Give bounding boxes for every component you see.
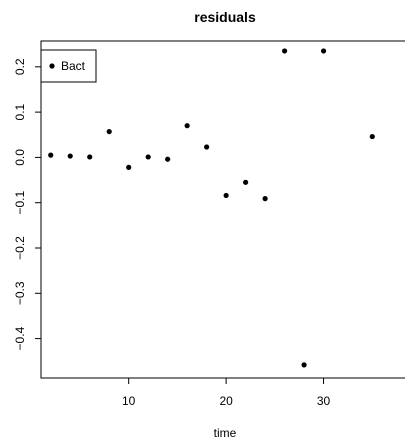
data-point	[281, 48, 288, 54]
data-point	[145, 154, 151, 160]
y-tick-label: −0.2	[13, 236, 27, 260]
data-point	[369, 133, 375, 140]
data-point	[48, 152, 54, 158]
legend: Bact	[40, 49, 97, 83]
x-tick-label: 30	[317, 394, 331, 408]
chart-title: residuals	[194, 9, 256, 25]
legend-entry-bact: Bact	[61, 59, 86, 73]
data-point	[67, 153, 73, 159]
data-point	[320, 48, 327, 54]
x-axis: 10203040	[122, 378, 331, 408]
y-axis: 0.2 0.1 0.0 −0.1 −0.2 −0.3 −0.4	[13, 58, 41, 350]
plot-frame	[40, 40, 405, 379]
data-point	[223, 192, 229, 199]
y-tick-label: 0.1	[13, 103, 27, 120]
y-tick-label: −0.3	[13, 281, 27, 305]
data-point	[301, 362, 307, 368]
legend-marker-bact	[49, 63, 55, 69]
data-point	[87, 154, 93, 160]
data-point	[262, 196, 268, 202]
data-point	[204, 144, 210, 150]
data-point	[243, 179, 249, 185]
data-points	[48, 48, 375, 368]
x-tick-label: 10	[122, 394, 136, 408]
data-point	[106, 128, 112, 135]
y-tick-label: 0.0	[13, 149, 27, 166]
y-tick-label: 0.2	[13, 58, 27, 75]
data-point	[126, 164, 132, 170]
legend-box	[40, 49, 97, 83]
x-axis-label: time	[214, 426, 237, 440]
y-tick-label: −0.1	[13, 191, 27, 215]
x-tick-label: 20	[219, 394, 233, 408]
y-tick-label: −0.4	[13, 326, 27, 350]
data-point	[165, 156, 171, 162]
data-point	[184, 123, 190, 129]
